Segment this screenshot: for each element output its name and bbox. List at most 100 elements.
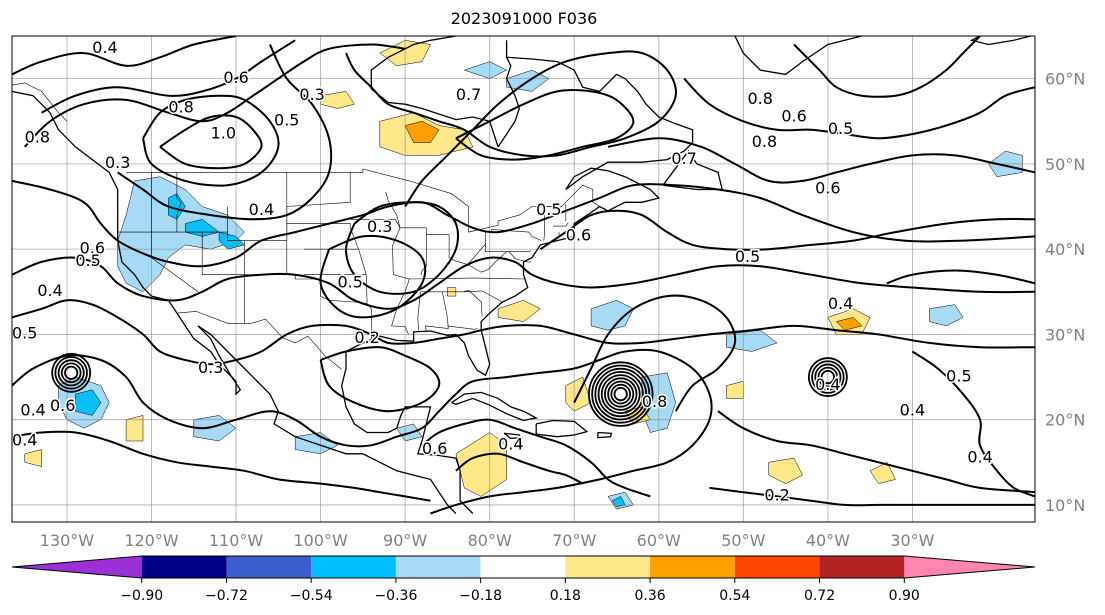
contour-label: 0.5 [536,200,561,219]
contour-label: 0.2 [354,328,379,347]
contour-label: 0.8 [752,132,777,151]
contour-line [41,39,296,114]
closed-center [588,361,654,427]
contour-line [421,418,651,498]
latitude-labels: 10°N 20°N 30°N 40°N 50°N 60°N [1045,70,1085,515]
contour-label: 0.8 [168,98,193,117]
center-ring [597,371,644,418]
contour-line [23,43,406,148]
center-ring [54,356,88,390]
political-border [117,231,199,293]
latitude-label: 40°N [1045,240,1085,259]
contour-label: 0.6 [815,179,840,198]
colorbar-tick-label: −0.36 [374,588,417,604]
contour-label: 0.5 [337,273,362,292]
coastline [734,36,862,76]
contour-label: 0.4 [20,400,45,419]
colorbar-tick-label: 0.72 [804,588,835,604]
contour-label: 0.4 [967,447,992,466]
coastline [497,57,520,148]
colorbar-tick-label: 0.90 [889,588,920,604]
political-border [463,289,483,317]
colorbar-tick-label: −0.72 [205,588,248,604]
shaded-area [168,193,186,220]
center-ring [820,369,835,385]
shaded-area [497,300,541,322]
contour-line [344,201,459,295]
shaded-area [193,415,237,442]
political-border [385,191,401,228]
colorbar-segment [141,556,227,578]
coastline [341,368,474,514]
contour-line [12,299,1035,366]
map-area: 0.80.40.60.81.00.50.30.30.40.30.60.50.40… [12,36,1035,522]
shaded-area [117,176,245,293]
latitude-label: 30°N [1045,325,1085,344]
contour-label: 0.7 [456,85,481,104]
center-ring [594,367,648,421]
center-ring [57,359,85,387]
contour-line [319,234,427,319]
political-border [543,232,545,241]
shaded-area [768,457,803,484]
borders-layer [12,82,600,370]
latitude-label: 50°N [1045,155,1085,174]
longitude-label: 30°W [890,531,934,550]
contour-label: 0.3 [367,217,392,236]
shaded-area [125,415,144,442]
contour-line [709,486,1035,507]
contour-label: 1.0 [211,123,236,142]
latitude-label: 10°N [1045,496,1085,515]
contour-label: 0.4 [900,400,925,419]
colorbar-tick-label: 0.54 [719,588,750,604]
contour-label: 0.8 [748,89,773,108]
longitude-label: 100°W [293,531,348,550]
political-border [447,325,478,330]
contour-label: 0.4 [498,435,523,454]
contour-label: 0.6 [223,68,248,87]
contour-line [717,410,1035,494]
contour-label: 0.6 [80,238,105,257]
contour-label: 0.3 [299,85,324,104]
colorbar-tick-label: −0.54 [290,588,333,604]
longitude-label: 130°W [40,531,95,550]
contour-line [12,430,431,502]
colorbar-tick-label: 0.18 [550,588,581,604]
contour-label: 0.4 [828,294,853,313]
longitude-label: 120°W [124,531,179,550]
center-ring [64,365,79,380]
contour-label: 0.5 [735,247,760,266]
shaded-area [929,304,964,327]
contour-line [12,179,1035,268]
colorbar: −0.90 −0.72 −0.54 −0.36 −0.18 0.18 0.36 0.54 0.7… [11,555,1036,604]
colorbar-segment [650,556,735,578]
contour-line [573,294,737,412]
closed-center [51,352,92,393]
center-ring [811,360,845,394]
contour-labels-layer: 0.80.40.60.81.00.50.30.30.40.30.60.50.40… [12,37,994,507]
shaded-area [590,300,634,331]
contour-line [345,50,677,208]
map-frame [11,35,1036,523]
political-border [286,172,351,207]
political-border [467,251,507,273]
colorbar-segment [226,556,312,578]
contour-label: 0.5 [274,111,299,130]
longitude-label: 50°W [721,531,765,550]
contour-line [319,346,441,413]
longitude-label: 60°W [637,531,681,550]
colorbar-segment [395,556,481,578]
contour-line [12,36,237,76]
contour-label: 0.7 [671,149,696,168]
coastline [12,90,457,514]
contour-label: 0.6 [566,226,591,245]
colorbar-segment [311,556,396,578]
center-ring [807,357,848,397]
contours-layer [12,36,1035,515]
contour-label: 0.4 [12,430,37,449]
coastline [535,419,589,438]
political-border [485,244,532,252]
coastline [969,36,1031,46]
center-ring [588,361,654,427]
shaded-area [835,317,863,331]
